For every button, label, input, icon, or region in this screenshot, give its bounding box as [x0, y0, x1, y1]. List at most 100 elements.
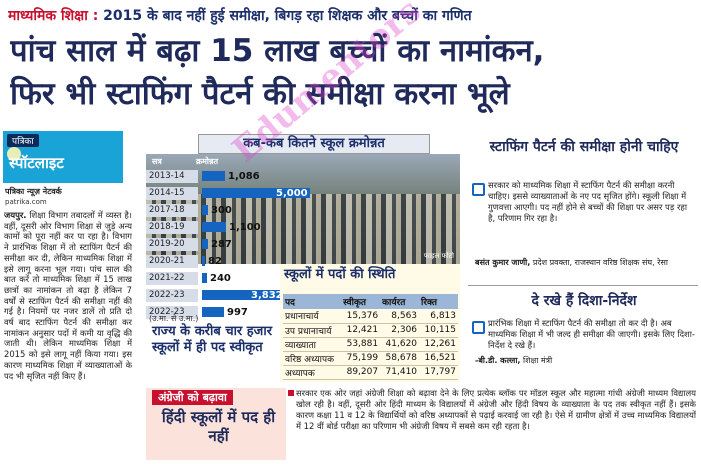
chart-year-label: 2020-21	[146, 255, 198, 268]
bullet-icon	[288, 390, 294, 396]
chart-value-label: 300	[211, 205, 232, 216]
sig-1-role: प्रदेश प्रवक्ता, राजस्थान वरिष्ठ शिक्षक …	[532, 258, 668, 267]
chart-value-label: 5,000	[276, 188, 308, 199]
chart-value-label: 82	[208, 256, 222, 267]
chart-col-count: क्रमोन्नत	[196, 157, 219, 166]
left-article-body: जयपुर. शिक्षा विभाग तबादलों में व्यस्त ह…	[4, 210, 132, 455]
posts-table-title: स्कूलों में पदों की स्थिति	[284, 267, 396, 282]
right-quote-2: प्रारंभिक शिक्षा में स्टाफिंग पैटर्न की …	[488, 318, 695, 350]
post-value-cell: 58,678	[380, 351, 420, 366]
right-divider	[468, 285, 698, 286]
posts-table-row: उप प्रधानाचार्य 12,421 2,306 10,115	[283, 323, 458, 338]
post-name-cell: अध्यापक	[283, 365, 342, 380]
english-box-heading: हिंदी स्कूलों में पद ही नहीं	[161, 408, 276, 445]
chart-value-label: 1,086	[228, 171, 260, 182]
post-value-cell: 16,521	[419, 351, 458, 366]
chart-year-label: 2021-22	[146, 272, 198, 285]
headline-line-2: फिर भी स्टाफिंग पैटर्न की समीक्षा करना भ…	[10, 76, 510, 112]
col-post: पद	[283, 294, 342, 309]
chart-value-label: 287	[211, 239, 232, 250]
byline: पत्रिका न्यूज़ नेटवर्क	[5, 187, 62, 196]
spotlight-logo: पत्रिका स्पॉटलाइट	[3, 131, 123, 183]
quote-icon	[472, 321, 485, 334]
chart-bar	[202, 290, 285, 300]
sig-1-name: बसंत कुमार जाणी,	[475, 258, 531, 267]
col-working: कार्यरत	[380, 294, 420, 309]
upgrade-bar-chart: सत्र क्रमोन्नत 2013-14 1,086 2014-15 5,000 2…	[146, 156, 311, 319]
chart-year-label: 2018-19	[146, 221, 198, 234]
site-link: patrika.com	[5, 198, 47, 206]
left-article-text: शिक्षा विभाग तबादलों में व्यस्त है। वहीं…	[4, 210, 132, 381]
sig-2-role: शिक्षा मंत्री	[523, 356, 553, 365]
quote-icon	[472, 183, 485, 196]
posts-table-header-row: पद स्वीकृत कार्यरत रिक्त	[283, 294, 458, 309]
right-quote-1: सरकार को माध्यमिक शिक्षा में स्टाफिंग पै…	[488, 180, 687, 223]
post-name-cell: उप प्रधानाचार्य	[283, 323, 342, 338]
photo-caption: फाइल फोटो	[423, 252, 454, 260]
english-box-body: सरकार एक ओर जहां अंग्रेजी शिक्षा को बढ़ा…	[296, 388, 696, 431]
col-vacant: रिक्त	[419, 294, 458, 309]
chart-year-label: 2013-14	[146, 170, 198, 183]
chart-year-label: 2014-15	[146, 187, 198, 200]
posts-table: पद स्वीकृत कार्यरत रिक्त प्रधानाचार्य 15,…	[283, 294, 458, 380]
spotlight-lamp-icon	[7, 147, 21, 161]
chart-bar	[202, 273, 207, 283]
post-name-cell: प्रधानाचार्य	[283, 309, 342, 324]
post-name-cell: वरिष्ठ अध्यापक	[283, 351, 342, 366]
chart-bar	[202, 205, 208, 215]
spotlight-name: स्पॉटलाइट	[9, 154, 64, 172]
posts-table-row: व्याख्याता 53,881 41,620 12,261	[283, 337, 458, 352]
chart-year-label: 2017-18	[146, 204, 198, 217]
post-name-cell: व्याख्याता	[283, 337, 342, 352]
signature-2: -बी.डी. कल्ला, शिक्षा मंत्री	[475, 356, 697, 366]
staff-note: राज्य के करीब चार हजार स्कूलों में ही पद…	[152, 324, 273, 355]
chart-unit-note: (उ.मा. से उ.मा.)	[149, 314, 199, 323]
chart-year-label: 2019-20	[146, 238, 198, 251]
post-value-cell: 6,813	[419, 309, 458, 324]
post-value-cell: 89,207	[341, 365, 381, 380]
post-value-cell: 15,376	[341, 309, 381, 324]
english-box-tag: अंग्रेजी को बढ़ावा	[152, 390, 233, 405]
chart-bar	[202, 171, 225, 181]
spotlight-brand: पत्रिका	[7, 134, 39, 147]
english-box: अंग्रेजी को बढ़ावा हिंदी स्कूलों में पद …	[146, 388, 286, 460]
post-value-cell: 17,797	[419, 365, 458, 380]
chart-bar	[202, 307, 224, 317]
school-photo: फाइल फोटो	[146, 154, 460, 264]
post-value-cell: 10,115	[419, 323, 458, 338]
posts-table-row: वरिष्ठ अध्यापक 75,199 58,678 16,521	[283, 351, 458, 366]
post-value-cell: 41,620	[380, 337, 420, 352]
posts-table-row: प्रधानाचार्य 15,376 8,563 6,813	[283, 309, 458, 324]
kicker-label: माध्यमिक शिक्षा :	[8, 8, 99, 24]
signature-1: बसंत कुमार जाणी, प्रदेश प्रवक्ता, राजस्थ…	[475, 258, 697, 268]
post-value-cell: 71,410	[380, 365, 420, 380]
post-value-cell: 12,421	[341, 323, 381, 338]
right-heading-2: दे रखे हैं दिशा-निर्देश	[531, 293, 637, 309]
upgrade-box-title: कब-कब कितने स्कूल क्रमोन्नत	[198, 134, 430, 154]
headline-line-1: पांच साल में बढ़ा 15 लाख बच्चों का नामां…	[10, 33, 545, 69]
chart-value-label: 240	[210, 273, 231, 284]
students-rows-image	[146, 194, 460, 264]
chart-bar	[202, 222, 226, 232]
headline: पांच साल में बढ़ा 15 लाख बच्चों का नामां…	[10, 30, 694, 116]
right-heading-1: स्टाफिंग पैटर्न की समीक्षा होनी चाहिए	[489, 139, 679, 155]
col-sanctioned: स्वीकृत	[341, 294, 381, 309]
post-value-cell: 8,563	[380, 309, 420, 324]
post-value-cell: 12,261	[419, 337, 458, 352]
post-value-cell: 2,306	[380, 323, 420, 338]
dateline: जयपुर.	[4, 210, 27, 220]
chart-value-label: 1,100	[229, 222, 261, 233]
chart-value-label: 3,832	[251, 290, 283, 301]
sig-2-name: -बी.डी. कल्ला,	[475, 356, 521, 365]
kicker-line: माध्यमिक शिक्षा : 2015 के बाद नहीं हुई स…	[8, 6, 694, 26]
chart-year-label: 2022-23	[146, 289, 198, 302]
chart-bar	[202, 239, 208, 249]
chart-bar	[202, 188, 310, 198]
chart-year-label: 2022-23	[146, 306, 198, 319]
post-value-cell: 53,881	[341, 337, 381, 352]
posts-table-row: अध्यापक 89,207 71,410 17,797	[283, 365, 458, 380]
chart-bar	[202, 256, 205, 266]
chart-col-year: सत्र	[152, 157, 162, 166]
kicker-text: 2015 के बाद नहीं हुई समीक्षा, बिगड़ रहा …	[103, 8, 472, 24]
post-value-cell: 75,199	[341, 351, 381, 366]
